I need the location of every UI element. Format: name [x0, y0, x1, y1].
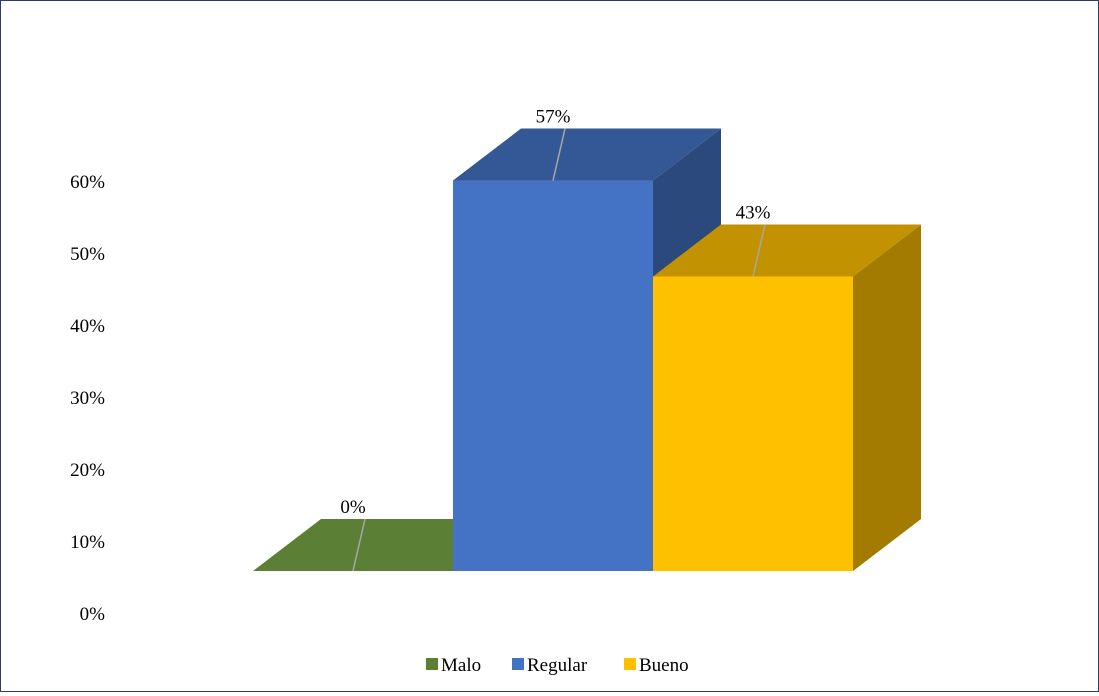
legend-item-malo: Malo — [426, 655, 481, 676]
y-axis: 0% 10% 20% 30% 40% 50% 60% — [70, 172, 105, 625]
data-label-leader-line — [552, 128, 566, 181]
y-tick-label: 40% — [70, 316, 105, 337]
y-tick-label: 0% — [80, 604, 106, 625]
y-tick-label: 30% — [70, 388, 105, 409]
y-tick-label: 20% — [70, 460, 105, 481]
bar-top-face — [453, 128, 721, 181]
legend-label: Regular — [527, 655, 588, 676]
data-label-regular: 57% — [536, 107, 571, 128]
bar-front-face — [453, 180, 653, 572]
data-label-malo: 0% — [340, 497, 366, 518]
legend-item-bueno: Bueno — [624, 655, 689, 676]
bars — [253, 128, 921, 572]
legend-item-regular: Regular — [512, 655, 588, 676]
legend-swatch — [426, 658, 438, 670]
data-label-leader-line — [752, 224, 766, 277]
data-labels: 0% 57% 43% — [340, 107, 771, 572]
legend-swatch — [624, 658, 636, 670]
y-tick-label: 10% — [70, 532, 105, 553]
data-label-leader-line — [352, 518, 366, 572]
data-label-bueno: 43% — [736, 202, 771, 223]
y-tick-label: 50% — [70, 244, 105, 265]
bar-top-face — [653, 224, 921, 277]
legend-swatch — [512, 658, 524, 670]
legend-label: Malo — [441, 655, 481, 676]
bar-front-face — [653, 276, 853, 571]
legend: Malo Regular Bueno — [426, 655, 689, 676]
bar-side-face — [853, 224, 921, 571]
bar-bueno — [653, 224, 921, 571]
legend-label: Bueno — [639, 655, 689, 676]
y-tick-label: 60% — [70, 172, 105, 193]
